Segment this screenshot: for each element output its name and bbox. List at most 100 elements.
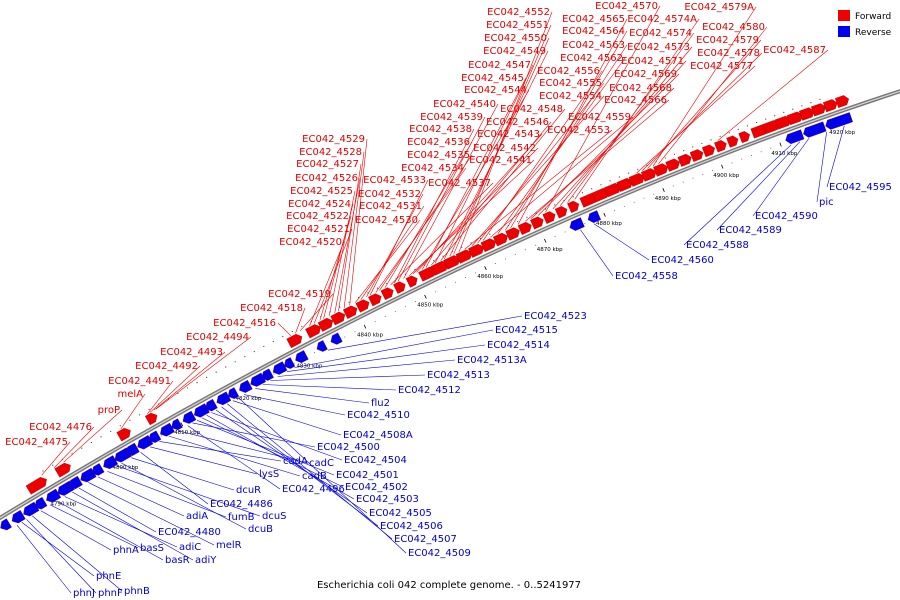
gene-label[interactable]: EC042_4559 (568, 112, 631, 123)
gene-label[interactable]: EC042_4549 (483, 46, 546, 57)
forward-gene[interactable] (542, 211, 556, 224)
gene-label[interactable]: EC042_4566 (604, 95, 667, 106)
reverse-gene[interactable] (205, 398, 218, 412)
forward-gene[interactable] (530, 216, 544, 230)
gene-label[interactable]: melA (117, 389, 143, 400)
gene-label[interactable]: EC042_4519 (268, 289, 331, 300)
gene-label[interactable]: EC042_4545 (461, 73, 524, 84)
gene-label[interactable]: EC042_4573 (627, 42, 690, 53)
gene-label[interactable]: EC042_4528 (299, 147, 362, 158)
gene-label[interactable]: adiC (179, 542, 201, 553)
gene-label[interactable]: dcuB (248, 524, 273, 535)
forward-gene[interactable] (455, 249, 472, 264)
gene-label[interactable]: EC042_4522 (286, 211, 349, 222)
forward-gene[interactable] (640, 168, 657, 182)
forward-gene[interactable] (330, 311, 346, 326)
gene-label[interactable]: EC042_4553 (547, 125, 610, 136)
gene-label[interactable]: EC042_4515 (495, 325, 558, 336)
gene-label[interactable]: cadA (283, 456, 308, 467)
gene-label[interactable]: EC042_4510 (347, 410, 410, 421)
forward-gene[interactable] (665, 158, 680, 172)
gene-label[interactable]: EC042_4587 (763, 45, 826, 56)
gene-label[interactable]: EC042_4476 (29, 422, 92, 433)
forward-gene[interactable] (726, 135, 739, 148)
gene-label[interactable]: EC042_4494 (186, 332, 249, 343)
gene-label[interactable]: EC042_4539 (420, 112, 483, 123)
forward-gene[interactable] (317, 317, 334, 332)
forward-gene[interactable] (380, 287, 394, 301)
forward-gene[interactable] (54, 462, 71, 478)
reverse-gene[interactable] (171, 418, 183, 431)
gene-label[interactable]: EC042_4512 (398, 385, 461, 396)
gene-label[interactable]: dcuR (236, 485, 261, 496)
forward-gene[interactable] (677, 153, 692, 167)
forward-gene[interactable] (368, 293, 382, 307)
reverse-gene[interactable] (803, 121, 827, 138)
gene-label[interactable]: basR (165, 555, 190, 566)
gene-label[interactable]: EC042_4520 (279, 237, 342, 248)
gene-label[interactable]: EC042_4579 (696, 35, 759, 46)
reverse-gene[interactable] (587, 210, 602, 223)
gene-label[interactable]: EC042_4500 (317, 442, 380, 453)
gene-label[interactable]: EC042_4534 (401, 163, 464, 174)
gene-label[interactable]: EC042_4541 (469, 155, 532, 166)
reverse-gene[interactable] (316, 340, 328, 352)
forward-gene[interactable] (144, 412, 158, 426)
reverse-gene[interactable] (227, 387, 240, 399)
gene-label[interactable]: EC042_4530 (355, 215, 418, 226)
gene-label[interactable]: EC042_4503 (356, 494, 419, 505)
reverse-gene[interactable] (11, 510, 26, 524)
gene-label[interactable]: EC042_4580 (702, 22, 765, 33)
gene-label[interactable]: EC042_4570 (595, 1, 658, 12)
gene-label[interactable]: EC042_4491 (108, 376, 171, 387)
forward-gene[interactable] (517, 221, 532, 235)
gene-label[interactable]: EC042_4578 (697, 48, 760, 59)
gene-label[interactable]: EC042_4526 (295, 173, 358, 184)
gene-label[interactable]: EC042_4527 (296, 159, 359, 170)
forward-gene[interactable] (653, 163, 669, 177)
gene-label[interactable]: EC042_4568 (609, 83, 672, 94)
forward-gene[interactable] (810, 103, 826, 117)
reverse-gene[interactable] (239, 379, 253, 393)
reverse-gene[interactable] (825, 112, 853, 130)
gene-label[interactable]: EC042_4502 (345, 482, 408, 493)
gene-label[interactable]: EC042_4540 (433, 99, 496, 110)
gene-label[interactable]: EC042_4475 (5, 437, 68, 448)
forward-gene[interactable] (738, 131, 750, 144)
gene-label[interactable]: EC042_4552 (487, 7, 550, 18)
gene-label[interactable]: melR (216, 540, 242, 551)
forward-gene[interactable] (480, 238, 496, 253)
gene-label[interactable]: EC042_4523 (524, 311, 587, 322)
forward-gene[interactable] (405, 275, 418, 288)
forward-gene[interactable] (567, 200, 580, 214)
gene-label[interactable]: EC042_4588 (686, 240, 749, 251)
forward-gene[interactable] (305, 324, 321, 339)
gene-label[interactable]: EC042_4590 (755, 211, 818, 222)
gene-label[interactable]: EC042_4574A (627, 14, 697, 25)
gene-label[interactable]: EC042_4513A (457, 355, 527, 366)
gene-label[interactable]: EC042_4563 (562, 40, 625, 51)
reverse-gene[interactable] (46, 488, 62, 503)
gene-label[interactable]: phnB (124, 586, 150, 597)
reverse-gene[interactable] (261, 368, 274, 381)
gene-label[interactable]: EC042_4532 (358, 189, 421, 200)
forward-gene[interactable] (492, 232, 508, 247)
reverse-gene[interactable] (182, 410, 197, 424)
forward-gene[interactable] (393, 281, 406, 294)
forward-gene[interactable] (355, 299, 370, 313)
gene-label[interactable]: EC042_4537 (428, 178, 491, 189)
gene-label[interactable]: EC042_4544 (464, 85, 527, 96)
reverse-gene[interactable] (272, 361, 288, 375)
forward-gene[interactable] (286, 333, 303, 349)
forward-gene[interactable] (468, 243, 484, 258)
forward-gene[interactable] (342, 305, 358, 319)
gene-label[interactable]: EC042_4562 (560, 53, 623, 64)
gene-label[interactable]: EC042_4504 (344, 455, 407, 466)
reverse-gene[interactable] (295, 350, 309, 363)
gene-label[interactable]: EC042_4535 (407, 150, 470, 161)
gene-label[interactable]: EC042_4577 (690, 61, 753, 72)
gene-label[interactable]: EC042_4579A (684, 2, 754, 13)
forward-gene[interactable] (822, 99, 838, 113)
gene-label[interactable]: EC042_4565 (562, 14, 625, 25)
gene-label[interactable]: phnA (113, 545, 139, 556)
